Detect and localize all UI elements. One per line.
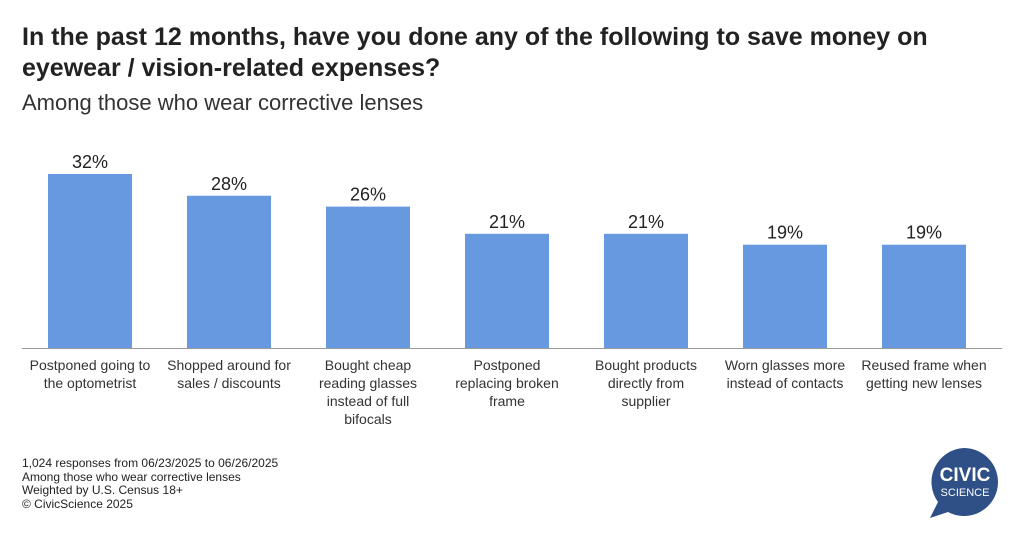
category-label: Reused frame when (861, 357, 986, 373)
category-label: Bought cheap (325, 357, 412, 373)
category-label: getting new lenses (866, 375, 982, 391)
bar (465, 233, 549, 348)
category-label: supplier (621, 393, 670, 409)
footnote-responses: 1,024 responses from 06/23/2025 to 06/26… (22, 456, 279, 470)
category-label: Worn glasses more (725, 357, 846, 373)
category-label: Shopped around for (167, 357, 291, 373)
logo-line1: CIVIC (940, 465, 991, 486)
data-label: 26% (350, 185, 386, 205)
bar (743, 244, 827, 348)
data-label: 19% (767, 223, 803, 243)
category-label: Postponed (474, 357, 541, 373)
category-label: instead of full (327, 393, 410, 409)
category-label: bifocals (344, 411, 391, 427)
category-label: Postponed going to (30, 357, 151, 373)
data-label: 19% (906, 223, 942, 243)
category-label: replacing broken (455, 375, 559, 391)
data-label: 32% (72, 152, 108, 172)
data-label: 28% (211, 174, 247, 194)
speech-bubble-icon (930, 448, 998, 518)
bar (48, 174, 132, 348)
footnote-copyright: © CivicScience 2025 (22, 496, 133, 511)
footnote-weighting: Weighted by U.S. Census 18+ (22, 483, 183, 497)
bar (326, 206, 410, 348)
category-label: instead of contacts (727, 375, 844, 391)
category-label: directly from (608, 375, 684, 391)
footnotes: 1,024 responses from 06/23/2025 to 06/26… (22, 456, 279, 511)
bar (187, 195, 271, 348)
category-label: Bought products (595, 357, 697, 373)
bar (604, 233, 688, 348)
chart-subtitle: Among those who wear corrective lenses (22, 90, 424, 115)
footnote-audience: Among those who wear corrective lenses (22, 469, 241, 484)
chart-title: In the past 12 months, have you done any… (22, 23, 928, 82)
category-label: frame (489, 393, 525, 409)
category-label: reading glasses (319, 375, 417, 391)
bar (882, 244, 966, 348)
civicscience-logo: CIVIC SCIENCE (930, 448, 998, 518)
category-label: the optometrist (44, 375, 137, 391)
data-label: 21% (489, 212, 525, 232)
data-label: 21% (628, 212, 664, 232)
category-label: sales / discounts (177, 375, 281, 391)
logo-line2: SCIENCE (941, 487, 990, 499)
